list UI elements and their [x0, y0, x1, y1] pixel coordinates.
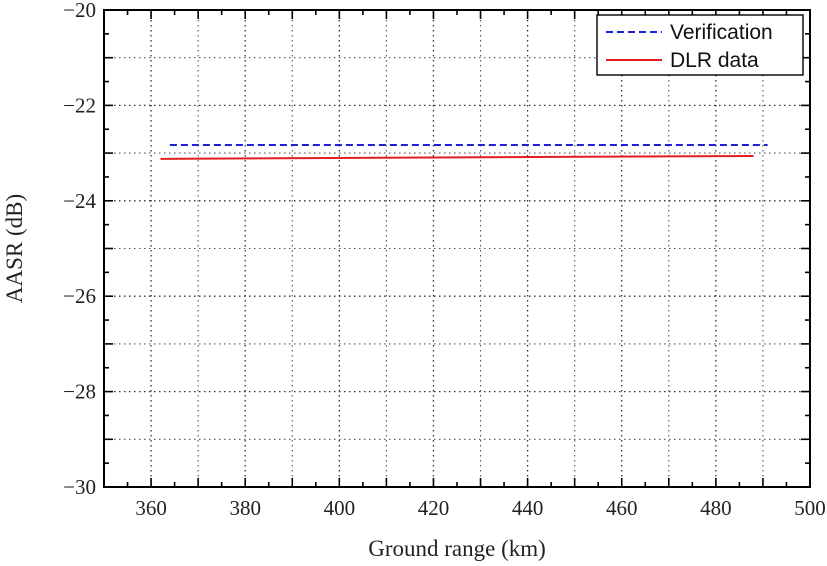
- y-tick-labels: −30 −28 −26 −24 −22 −20: [63, 0, 96, 499]
- series-group: [160, 143, 768, 160]
- y-tick-label: −28: [63, 380, 96, 404]
- x-tick-label: 400: [324, 496, 356, 520]
- y-tick-label: −30: [63, 475, 96, 499]
- x-tick-label: 420: [418, 496, 450, 520]
- y-tick-label: −20: [63, 0, 96, 22]
- y-tick-label: −22: [63, 93, 96, 117]
- x-tick-label: 500: [794, 496, 826, 520]
- x-tick-label: 440: [512, 496, 544, 520]
- y-tick-label: −24: [63, 189, 96, 213]
- legend-box: [596, 14, 804, 76]
- y-tick-label: −26: [63, 284, 96, 308]
- legend-label-verification: Verification: [670, 21, 773, 44]
- series-line-dlr-data: [160, 154, 754, 160]
- x-tick-label: 480: [700, 496, 732, 520]
- legend-label-dlr-data: DLR data: [670, 49, 759, 72]
- x-tick-labels: 360 380 400 420 440 460 480 500: [135, 496, 825, 520]
- y-axis-title: AASR (dB): [2, 194, 27, 303]
- plot-frame: [103, 9, 811, 488]
- legend: Verification DLR data: [596, 14, 804, 76]
- x-axis-title: Ground range (km): [368, 536, 546, 561]
- x-tick-label: 460: [606, 496, 638, 520]
- x-tick-label: 380: [229, 496, 261, 520]
- x-tick-label: 360: [135, 496, 167, 520]
